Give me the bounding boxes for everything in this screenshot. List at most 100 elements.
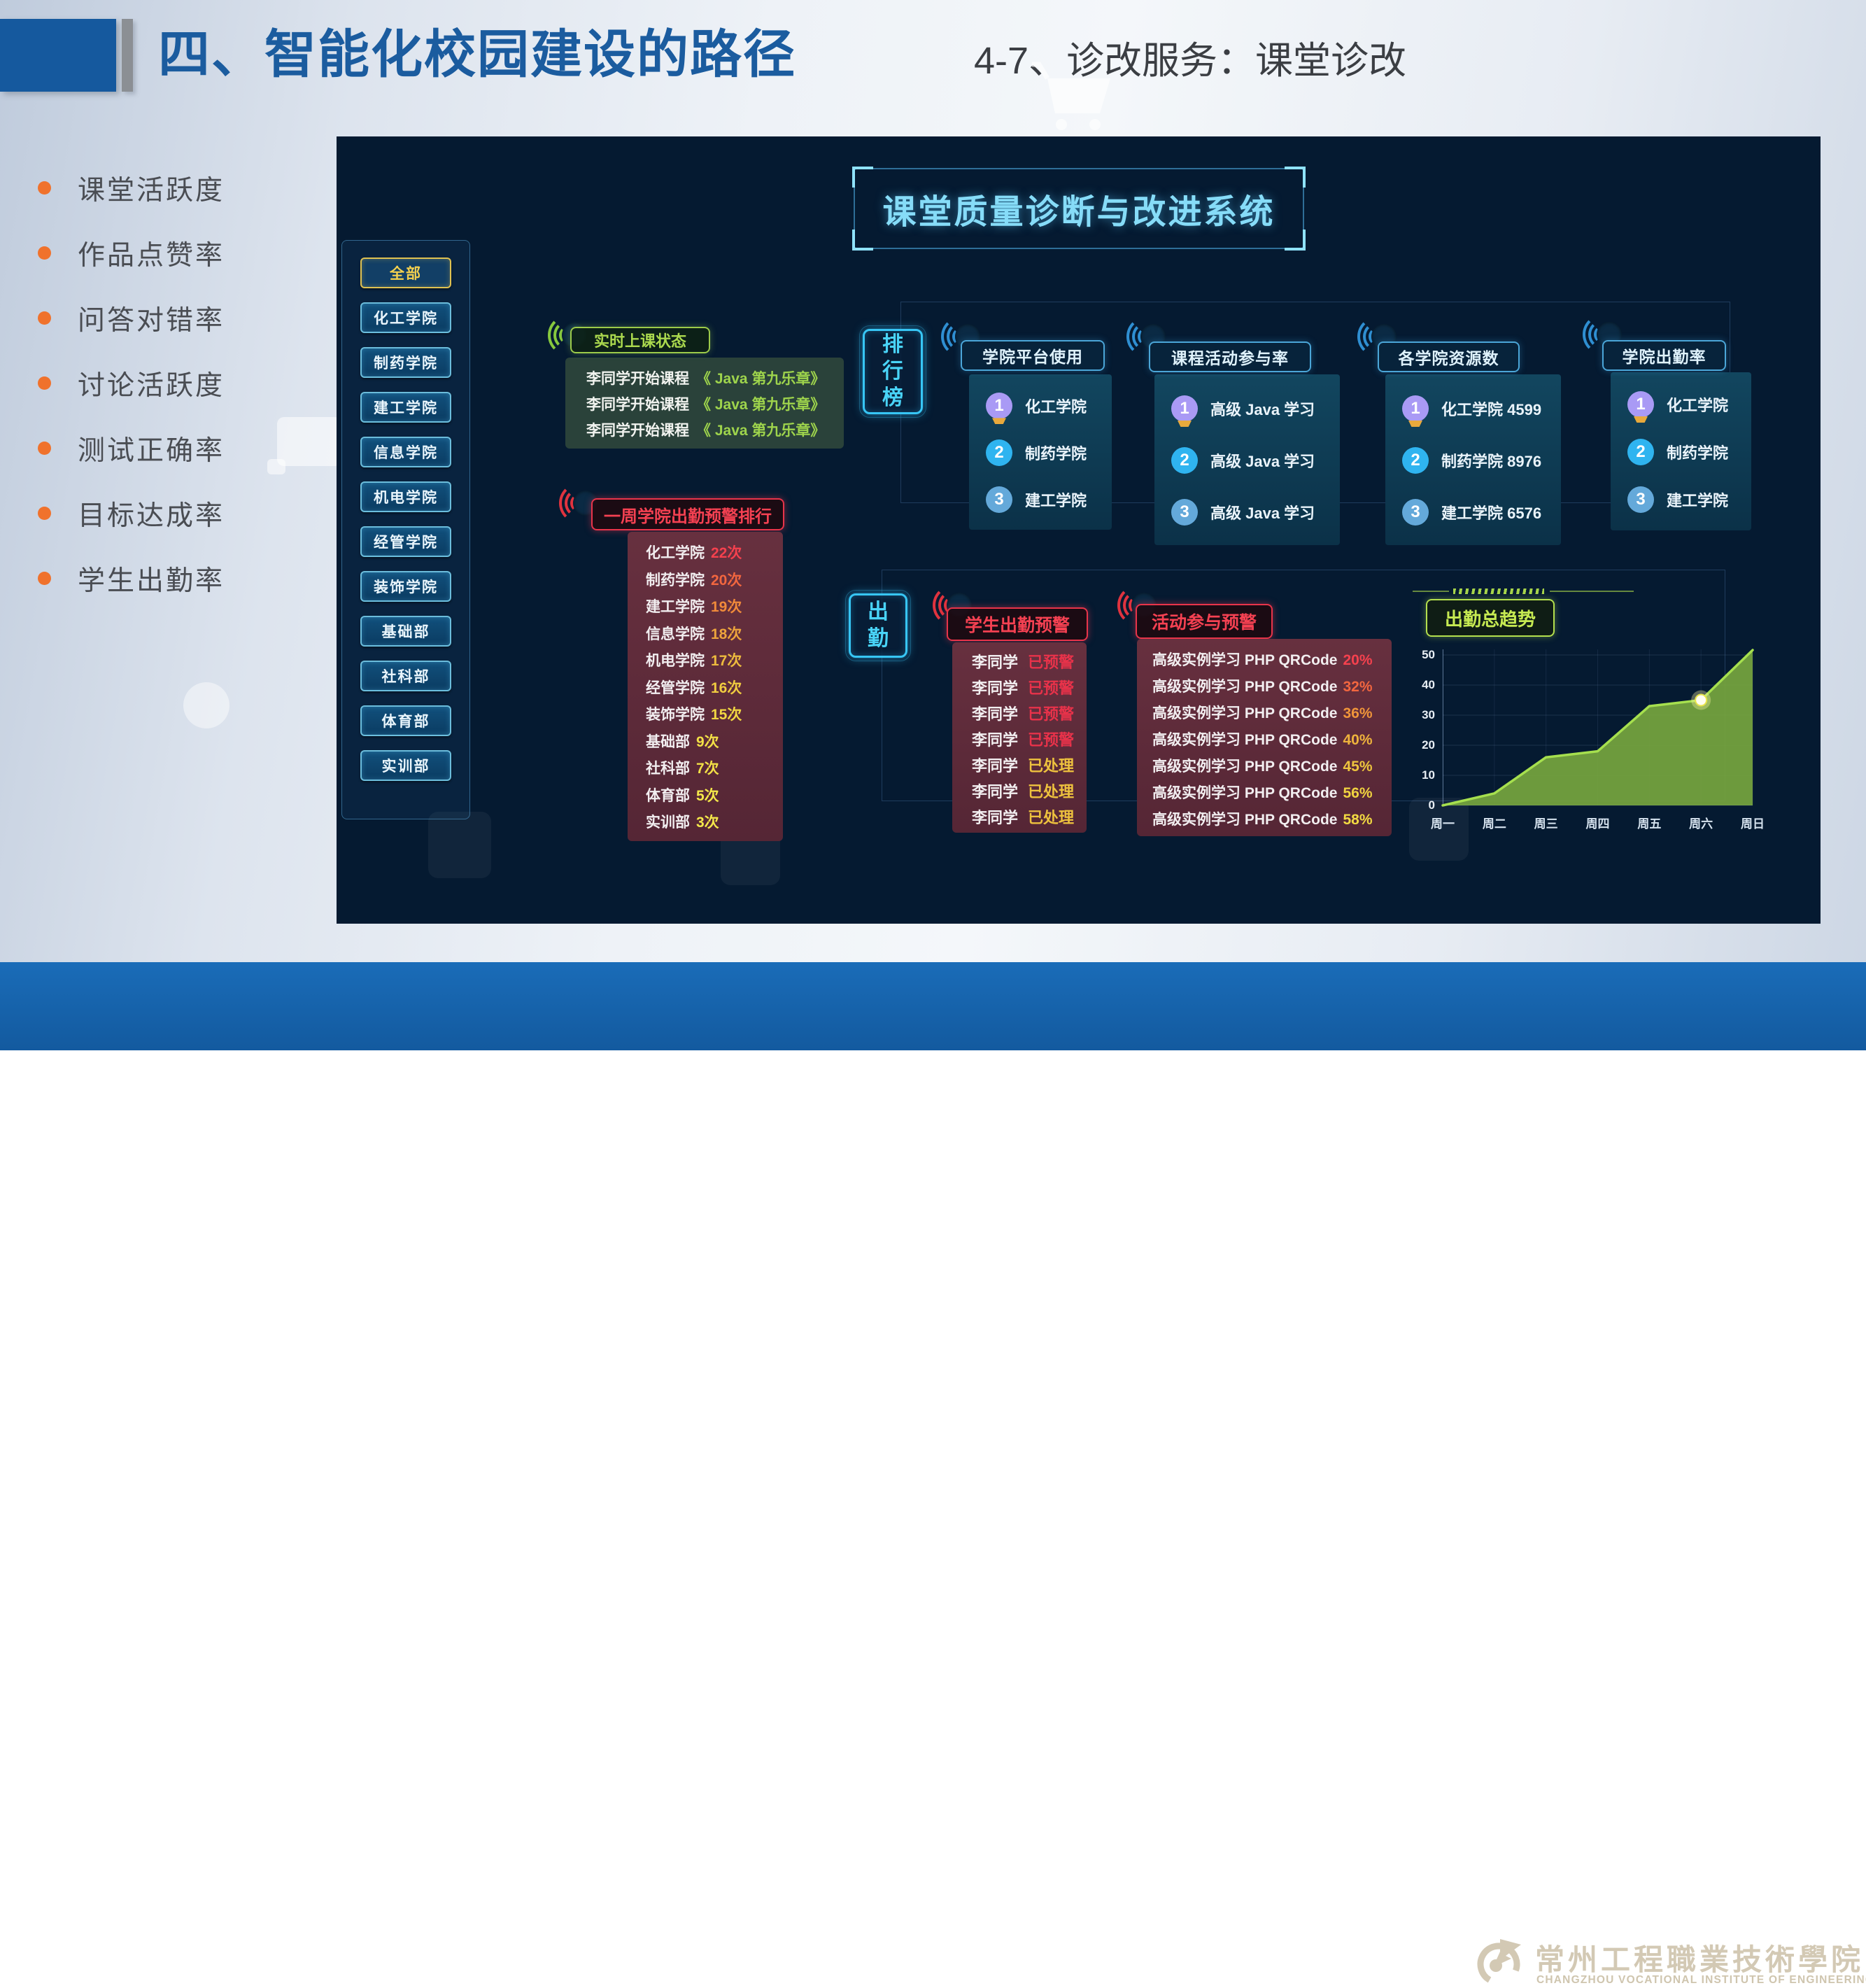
warning-count: 20次 — [711, 572, 742, 588]
student-warning-row: 李同学 已预警 — [972, 701, 1087, 727]
activity-name: 高级实例学习 PHP QRCode — [1152, 732, 1338, 748]
weekly-warning-row: 装饰学院 15次 — [646, 702, 783, 729]
warning-count: 22次 — [711, 545, 742, 561]
ranking-row-label: 高级 Java 学习 — [1210, 401, 1315, 418]
corner-bracket-icon — [852, 230, 873, 251]
ranking-card-body: 1 化工学院 4599 2 制药学院 8976 3 建工学院 6576 — [1385, 374, 1561, 545]
live-status-list: 李同学开始课程《 Java 第九乐章》 李同学开始课程《 Java 第九乐章》 … — [565, 358, 844, 449]
corner-bracket-icon — [1285, 230, 1306, 251]
sidebar-filter-button[interactable]: 信息学院 — [360, 437, 451, 467]
sidebar-filter-button[interactable]: 装饰学院 — [360, 571, 451, 602]
ranking-row-label: 建工学院 — [1025, 491, 1087, 509]
course-name: 《 Java 第九乐章》 — [696, 371, 826, 387]
title-accent-bar — [122, 19, 133, 92]
weekly-warning-row: 实训部 3次 — [646, 810, 783, 837]
rank-medal-icon: 3 — [986, 486, 1012, 513]
weekly-warning-row: 信息学院 18次 — [646, 621, 783, 649]
ranking-card: 各学院资源数 1 化工学院 4599 2 制药学院 8976 3 建工学院 65… — [1357, 316, 1561, 545]
student-warning-row: 李同学 已预警 — [972, 727, 1087, 753]
activity-warning-list: 高级实例学习 PHP QRCode 20% 高级实例学习 PHP QRCode 32… — [1137, 639, 1392, 836]
warning-count: 9次 — [696, 733, 719, 750]
corner-bracket-icon — [852, 167, 873, 188]
activity-warning-row: 高级实例学习 PHP QRCode 56% — [1152, 780, 1392, 807]
warning-status-badge: 已预警 — [1028, 679, 1075, 697]
weekly-warning-title: 一周学院出勤预警排行 — [591, 498, 784, 530]
x-tick-label: 周日 — [1741, 817, 1765, 831]
weekly-warning-row: 建工学院 19次 — [646, 594, 783, 621]
warning-status-badge: 已预警 — [1028, 731, 1075, 749]
watermark-dark — [428, 812, 491, 878]
live-status-title: 实时上课状态 — [570, 327, 710, 353]
weekly-warning-row: 社科部 7次 — [646, 756, 783, 783]
warning-count: 7次 — [696, 761, 719, 777]
bullet-dot-icon — [38, 572, 51, 585]
bullet-label: 作品点赞率 — [78, 240, 225, 271]
corner-bracket-icon — [1285, 167, 1306, 188]
x-tick-label: 周六 — [1689, 817, 1713, 831]
ranking-card-title: 学院出勤率 — [1602, 340, 1726, 371]
rank-medal-icon: 1 — [1402, 395, 1429, 422]
footer-bar: 常州工程職業技術學院 CHANGZHOU VOCATIONAL INSTITUT… — [0, 962, 1866, 1986]
sidebar-filter-button[interactable]: 经管学院 — [360, 526, 451, 557]
sidebar-filter-button[interactable]: 建工学院 — [360, 392, 451, 423]
trend-decoration-ticks — [1413, 588, 1634, 594]
ranking-card: 课程活动参与率 1 高级 Java 学习 2 高级 Java 学习 3 高级 J… — [1126, 316, 1340, 545]
bullet-dot-icon — [38, 246, 51, 260]
bullet-item: 问答对错率 — [38, 285, 225, 351]
activity-warning-row: 高级实例学习 PHP QRCode 45% — [1152, 754, 1392, 780]
ranking-row: 1 化工学院 4599 — [1402, 395, 1561, 422]
college-name: 建工学院 — [646, 599, 705, 615]
bullet-dot-icon — [38, 376, 51, 390]
activity-name: 高级实例学习 PHP QRCode — [1152, 759, 1338, 775]
activity-warning-row: 高级实例学习 PHP QRCode 36% — [1152, 700, 1392, 727]
ranking-row-label: 化工学院 4599 — [1441, 401, 1542, 418]
warning-count: 16次 — [711, 679, 742, 696]
student-warning-row: 李同学 已处理 — [972, 805, 1087, 831]
student-warning-row: 李同学 已预警 — [972, 649, 1087, 675]
x-tick-label: 周三 — [1534, 817, 1558, 831]
ranking-row: 1 高级 Java 学习 — [1171, 395, 1340, 422]
ranking-row: 1 化工学院 — [1627, 391, 1751, 418]
warning-status-badge: 已预警 — [1028, 654, 1075, 671]
college-name: 制药学院 — [646, 572, 705, 588]
sidebar-filter-button[interactable]: 制药学院 — [360, 347, 451, 378]
participation-percent: 36% — [1343, 705, 1373, 721]
activity-name: 高级实例学习 PHP QRCode — [1152, 785, 1338, 801]
ranking-row-label: 制药学院 — [1025, 444, 1087, 463]
college-name: 装饰学院 — [646, 707, 705, 723]
sidebar-filter-button[interactable]: 体育部 — [360, 705, 451, 736]
sidebar-filter-button[interactable]: 实训部 — [360, 750, 451, 781]
ranking-row-label: 制药学院 8976 — [1441, 453, 1542, 470]
bullet-item: 测试正确率 — [38, 416, 225, 481]
rank-medal-icon: 2 — [1171, 447, 1198, 474]
participation-percent: 20% — [1343, 652, 1373, 668]
activity-warning-row: 高级实例学习 PHP QRCode 40% — [1152, 727, 1392, 754]
bullet-dot-icon — [38, 507, 51, 520]
y-tick-label: 0 — [1428, 798, 1435, 812]
college-name: 体育部 — [646, 787, 690, 804]
bullet-label: 问答对错率 — [78, 305, 225, 336]
ranking-card-body: 1 化工学院 2 制药学院 3 建工学院 — [1611, 372, 1751, 530]
school-logo-icon — [1477, 1939, 1521, 1986]
rank-medal-icon: 2 — [1402, 447, 1429, 474]
school-name-cn: 常州工程職業技術學院 — [1535, 1945, 1865, 1977]
x-tick-label: 周五 — [1637, 817, 1662, 831]
rank-medal-icon: 1 — [1627, 391, 1654, 418]
sidebar-filter-button[interactable]: 全部 — [360, 258, 451, 288]
sidebar-filter-button[interactable]: 社科部 — [360, 661, 451, 691]
sidebar-filter-button[interactable]: 机电学院 — [360, 481, 451, 512]
student-warning-row: 李同学 已处理 — [972, 779, 1087, 805]
trend-x-axis-labels: 周一 周二 周三 周四 周五 周六 周日 — [1431, 814, 1765, 831]
sidebar-filter-button[interactable]: 化工学院 — [360, 302, 451, 333]
weekly-warning-row: 化工学院 22次 — [646, 540, 783, 568]
bullet-item: 讨论活跃度 — [38, 351, 225, 416]
bullet-label: 讨论活跃度 — [78, 370, 225, 401]
activity-warning-row: 高级实例学习 PHP QRCode 58% — [1152, 807, 1392, 833]
rank-medal-icon: 2 — [1627, 439, 1654, 465]
sidebar-filter-button[interactable]: 基础部 — [360, 616, 451, 647]
x-tick-label: 周一 — [1431, 817, 1455, 831]
student-name: 李同学 — [972, 654, 1019, 671]
warning-status-badge: 已预警 — [1028, 705, 1075, 723]
activity-warning-title: 活动参与预警 — [1136, 604, 1273, 639]
ranking-row: 3 建工学院 6576 — [1402, 499, 1561, 526]
